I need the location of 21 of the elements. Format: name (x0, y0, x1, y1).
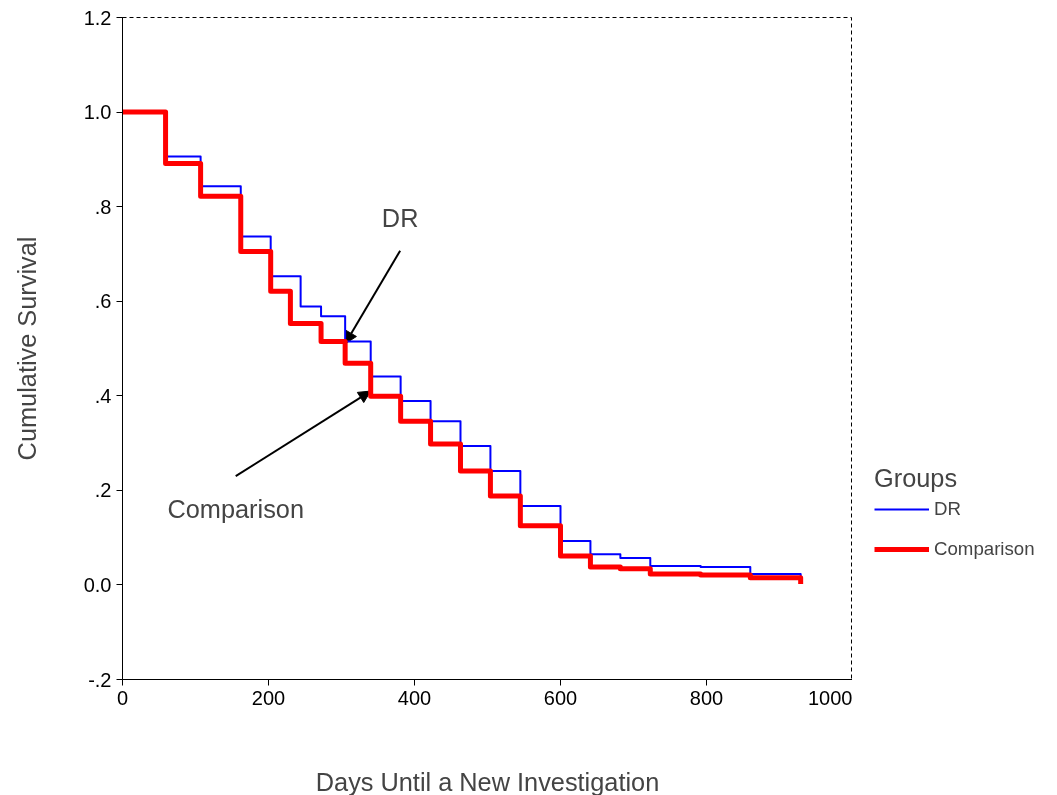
legend-title: Groups (874, 464, 959, 493)
y-tick-label: .6 (94, 290, 112, 313)
annotation: DR (381, 203, 419, 232)
x-tick-label: 200 (251, 686, 286, 709)
y-tick-label: 1.0 (83, 101, 112, 124)
y-tick-label: .8 (94, 195, 112, 218)
y-tick-label: -.2 (88, 668, 112, 691)
x-tick-label: 1000 (808, 686, 853, 709)
x-tick-label: 600 (543, 686, 578, 709)
y-tick-label: 0.0 (83, 573, 112, 596)
legend-label: Comparison (934, 538, 1035, 560)
x-tick-label: 0 (116, 686, 129, 709)
legend-label: DR (934, 498, 961, 520)
x-axis-title: Days Until a New Investigation (315, 767, 660, 795)
annotation: Comparison (167, 495, 304, 524)
x-tick-label: 800 (689, 686, 724, 709)
y-tick-label: .2 (94, 479, 112, 502)
y-axis-title: Cumulative Survival (12, 236, 41, 461)
y-tick-label: .4 (94, 384, 112, 407)
x-tick-label: 400 (397, 686, 432, 709)
y-tick-label: 1.2 (83, 6, 112, 29)
